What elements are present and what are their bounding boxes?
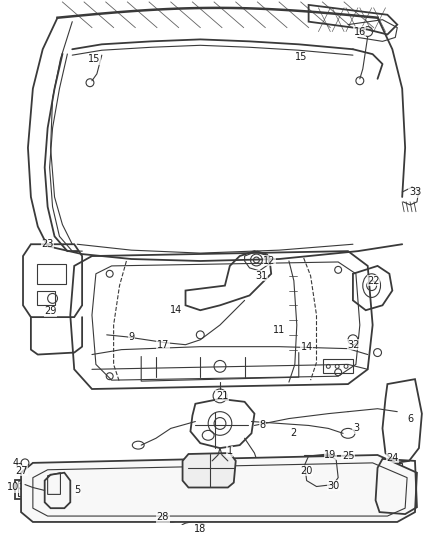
Text: 20: 20 [300, 466, 313, 476]
Text: 30: 30 [327, 481, 339, 490]
Text: 21: 21 [216, 391, 228, 401]
Text: 15: 15 [294, 52, 307, 62]
Bar [323, 359, 353, 373]
Text: 9: 9 [128, 332, 134, 342]
Polygon shape [183, 453, 236, 488]
Bar [60, 473, 115, 495]
Text: 3: 3 [353, 423, 359, 433]
Text: 14: 14 [170, 305, 182, 315]
Text: 17: 17 [157, 340, 169, 350]
Text: 8: 8 [259, 421, 265, 431]
Bar [290, 469, 337, 490]
Bar [18, 482, 32, 496]
Bar [37, 290, 55, 305]
Bar [295, 496, 342, 510]
Text: 31: 31 [255, 271, 268, 281]
Bar [15, 480, 35, 499]
Text: 22: 22 [367, 276, 380, 286]
Bar [25, 471, 43, 487]
Text: 5: 5 [74, 486, 80, 496]
Bar [178, 497, 232, 511]
Text: 4: 4 [12, 458, 18, 468]
Polygon shape [21, 455, 417, 522]
Bar [178, 470, 227, 491]
Text: 12: 12 [263, 256, 276, 266]
Bar [341, 457, 355, 473]
Text: 16: 16 [354, 27, 366, 37]
Bar [387, 463, 402, 478]
Text: 28: 28 [157, 512, 169, 522]
Text: 10: 10 [7, 482, 19, 492]
Text: 32: 32 [348, 340, 360, 350]
Text: 1: 1 [227, 446, 233, 456]
Text: 15: 15 [88, 54, 100, 64]
Text: 33: 33 [409, 187, 421, 197]
Text: 11: 11 [273, 325, 285, 335]
Bar [234, 470, 283, 491]
Text: 25: 25 [342, 451, 354, 461]
Bar [121, 498, 176, 512]
Text: 19: 19 [324, 450, 336, 460]
Text: 6: 6 [407, 414, 413, 424]
Bar [121, 471, 171, 492]
Text: 18: 18 [194, 524, 206, 533]
Text: 2: 2 [291, 429, 297, 438]
Text: 24: 24 [386, 453, 399, 463]
Text: 27: 27 [15, 466, 27, 476]
Bar [60, 499, 115, 513]
Text: 29: 29 [44, 306, 57, 316]
Bar [37, 264, 66, 284]
Bar [304, 455, 331, 473]
Bar [240, 497, 289, 511]
Text: 23: 23 [42, 239, 54, 249]
Text: 14: 14 [300, 342, 313, 352]
